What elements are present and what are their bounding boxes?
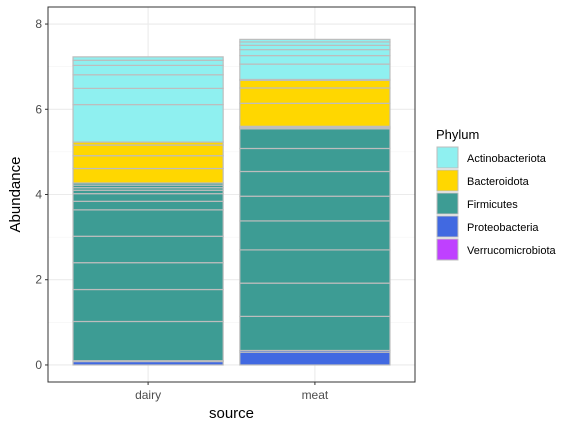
y-tick-label: 0 — [35, 358, 42, 372]
x-tick-label-dairy: dairy — [135, 388, 161, 402]
legend-label-bacteroidota: Bacteroidota — [467, 176, 530, 188]
y-axis-title: Abundance — [7, 157, 24, 233]
bar-segment-dairy-bacteroidota — [72, 144, 224, 157]
bar-segment-dairy-firmicutes — [72, 262, 224, 291]
legend-key-firmicutes — [436, 192, 459, 215]
bar-segment-dairy-actinobacteriota — [72, 56, 224, 61]
bar-segment-meat-bacteroidota — [239, 79, 391, 89]
y-tick-label: 8 — [35, 17, 42, 31]
bar-segment-meat-firmicutes — [239, 315, 391, 352]
x-axis: dairy meat — [135, 382, 329, 402]
bar-segment-dairy-actinobacteriota — [72, 64, 224, 76]
bar-segment-meat-bacteroidota — [239, 87, 391, 104]
bar-segment-dairy-firmicutes — [72, 288, 224, 323]
legend-key-bacteroidota — [436, 169, 459, 192]
legend-label-proteobacteria: Proteobacteria — [467, 222, 539, 234]
legend-key-proteobacteria — [436, 215, 459, 238]
bar-segment-dairy-bacteroidota — [72, 155, 224, 170]
legend-title: Phylum — [436, 127, 479, 142]
legend-label-verrucomicrobiota: Verrucomicrobiota — [467, 245, 557, 257]
bar-segment-dairy-actinobacteriota — [72, 103, 224, 143]
legend-label-firmicutes: Firmicutes — [467, 199, 518, 211]
y-tick-label: 2 — [35, 273, 42, 287]
bar-segment-dairy-firmicutes — [72, 235, 224, 264]
legend-key-verrucomicrobiota — [436, 238, 459, 261]
bar-segment-meat-firmicutes — [239, 220, 391, 251]
x-axis-title: source — [209, 405, 254, 422]
bars — [72, 38, 391, 366]
bar-segment-meat-actinobacteriota — [239, 54, 391, 65]
x-tick-label-meat: meat — [302, 388, 329, 402]
bar-segment-dairy-firmicutes — [72, 209, 224, 237]
y-axis: 0 2 4 6 8 — [35, 17, 48, 372]
bar-segment-dairy-actinobacteriota — [72, 59, 224, 66]
bar-segment-dairy-firmicutes — [72, 320, 224, 362]
bar-segment-meat-firmicutes — [239, 147, 391, 173]
bar-segment-meat-firmicutes — [239, 128, 391, 150]
y-tick-label: 6 — [35, 102, 42, 116]
bar-segment-meat-actinobacteriota — [239, 38, 391, 43]
bar-segment-dairy-actinobacteriota — [72, 74, 224, 89]
y-tick-label: 4 — [35, 188, 42, 202]
legend-key-actinobacteriota — [436, 146, 459, 169]
bar-segment-meat-actinobacteriota — [239, 44, 391, 51]
legend-label-actinobacteriota: Actinobacteriota — [467, 153, 547, 165]
bar-segment-meat-actinobacteriota — [239, 63, 391, 81]
legend: Phylum Actinobacteriota Bacteroidota Firmi… — [436, 127, 557, 261]
bar-segment-meat-firmicutes — [239, 195, 391, 222]
bar-segment-dairy-firmicutes — [72, 200, 224, 211]
bar-segment-dairy-actinobacteriota — [72, 87, 224, 106]
bar-segment-dairy-firmicutes — [72, 193, 224, 202]
bar-segment-meat-proteobacteria — [239, 351, 391, 366]
bar-segment-meat-bacteroidota — [239, 102, 391, 127]
bar-segment-dairy-bacteroidota — [72, 167, 224, 184]
bar-segment-meat-firmicutes — [239, 282, 391, 317]
bar-segment-meat-firmicutes — [239, 249, 391, 284]
bar-segment-meat-firmicutes — [239, 170, 391, 197]
bar-segment-meat-actinobacteriota — [239, 49, 391, 57]
